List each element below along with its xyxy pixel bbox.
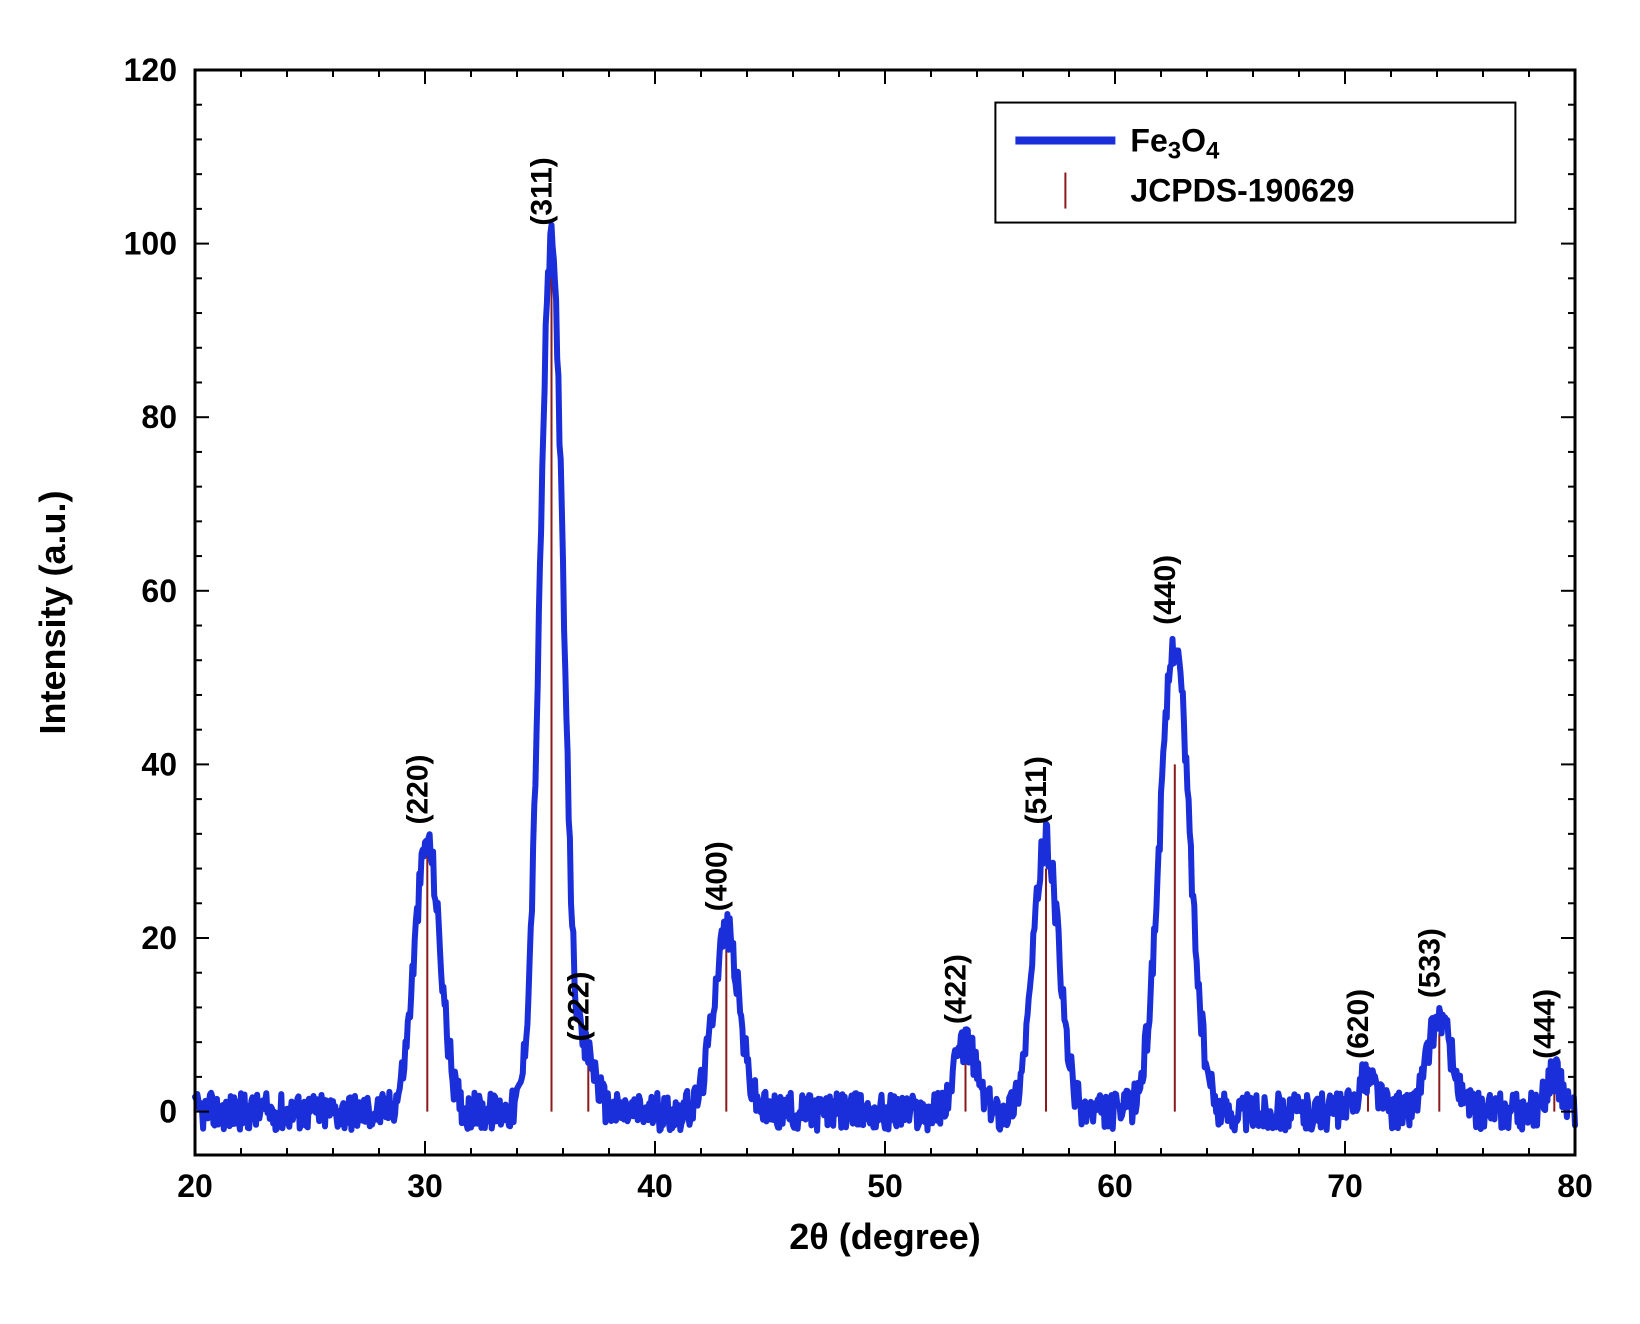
x-tick-label: 80 [1557,1168,1593,1204]
legend-label-jcpds: JCPDS-190629 [1130,173,1354,209]
peak-label: (220) [401,754,434,824]
x-tick-label: 50 [867,1168,903,1204]
xrd-chart: 20 30 40 50 60 70 80 0 20 40 60 80 100 120 2θ (degree)… [0,0,1640,1324]
peak-label: (444) [1528,989,1561,1059]
x-tick-label: 60 [1097,1168,1133,1204]
y-tick-label: 120 [124,52,177,88]
peak-label: (440) [1149,555,1182,625]
peak-label: (511) [1020,756,1053,824]
peak-label: (400) [700,841,733,911]
x-tick-label: 30 [407,1168,443,1204]
y-tick-label: 80 [141,399,177,435]
peak-label: (222) [562,971,595,1041]
y-tick-label: 20 [141,920,177,956]
peak-label: (311) [526,157,559,225]
x-tick-label: 20 [177,1168,213,1204]
chart-svg: 20 30 40 50 60 70 80 0 20 40 60 80 100 120 2θ (degree)… [0,0,1640,1324]
peak-label: (620) [1342,989,1375,1059]
y-tick-label: 60 [141,573,177,609]
x-tick-label: 40 [637,1168,673,1204]
y-tick-label: 100 [124,226,177,262]
y-tick-label: 40 [141,746,177,782]
y-axis-title: Intensity (a.u.) [32,490,73,734]
y-tick-label: 0 [159,1094,177,1130]
x-axis-title: 2θ (degree) [789,1216,981,1257]
x-tick-label: 70 [1327,1168,1363,1204]
peak-label: (533) [1413,928,1446,998]
peak-label: (422) [940,954,973,1024]
